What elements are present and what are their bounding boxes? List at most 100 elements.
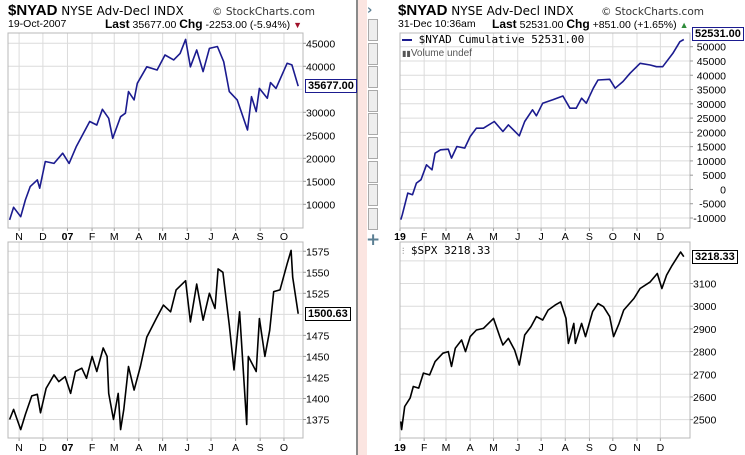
left-symbol: $NYAD — [8, 2, 58, 19]
y-tick-label: 30000 — [306, 107, 335, 119]
legend-volume-text: Volume undef — [410, 48, 472, 59]
triangle-up-icon: ▲ — [679, 20, 689, 30]
x-tick-label: A — [562, 231, 569, 243]
x-tick-label: 07 — [62, 442, 74, 454]
y-tick-label: -5000 — [699, 199, 726, 211]
panel-divider[interactable] — [356, 0, 358, 455]
sidebar-button[interactable] — [368, 160, 378, 183]
last-value-badge-nyad-2007: 35677.00 — [305, 79, 357, 94]
x-tick-label: F — [89, 231, 95, 243]
y-tick-label: 45000 — [697, 56, 726, 68]
y-tick-label: 45000 — [306, 38, 335, 50]
series-line-nyad-2007 — [8, 38, 299, 221]
plot-frame-spx-2007 — [7, 241, 304, 439]
y-tick-label: 50000 — [697, 42, 726, 54]
legend-volume: ▮▮Volume undef — [402, 48, 472, 60]
x-tick-label: J — [208, 442, 213, 454]
y-tick-label: 35000 — [697, 85, 726, 97]
x-tick-label: A — [135, 442, 142, 454]
x-tick-label: F — [89, 442, 95, 454]
right-chg-value: +851.00 (+1.65%) — [592, 19, 677, 31]
x-tick-label: J — [185, 442, 190, 454]
right-copyright: © StockCharts.com — [601, 6, 704, 18]
series-line-spx-2007 — [8, 249, 299, 431]
left-date: 19-Oct-2007 — [8, 18, 67, 30]
x-tick-label: M — [110, 442, 119, 454]
y-tick-label: 3000 — [693, 301, 717, 313]
triangle-down-icon: ▼ — [293, 20, 302, 30]
x-tick-label: J — [538, 442, 543, 454]
x-tick-label: S — [257, 442, 264, 454]
x-tick-label: A — [467, 442, 474, 454]
sidebar-button[interactable] — [368, 137, 378, 159]
right-chg-label: Chg — [566, 17, 590, 31]
x-tick-label: A — [135, 231, 142, 243]
sidebar-button[interactable] — [368, 207, 378, 230]
x-tick-label: A — [232, 231, 239, 243]
legend-line-swatch — [402, 39, 412, 41]
y-tick-label: 25000 — [697, 113, 726, 125]
y-tick-label: 2600 — [693, 392, 717, 404]
x-tick-label: A — [467, 231, 474, 243]
y-tick-label: 40000 — [697, 70, 726, 82]
x-tick-label: S — [586, 231, 593, 243]
chevron-right-icon[interactable]: › — [367, 3, 373, 18]
x-tick-label: O — [280, 442, 288, 454]
y-tick-label: 2700 — [693, 369, 717, 381]
x-tick-label: O — [280, 231, 288, 243]
y-tick-label: 1400 — [306, 393, 330, 405]
plot-frame-nyad-2007 — [7, 32, 304, 229]
x-tick-label: J — [515, 442, 520, 454]
x-tick-label: D — [657, 231, 665, 243]
x-tick-label: D — [39, 442, 47, 454]
plot-frame-spx-2019 — [399, 241, 691, 439]
y-tick-label: 10000 — [697, 156, 726, 168]
y-tick-label: 1475 — [306, 330, 330, 342]
y-tick-label: 3100 — [693, 279, 717, 291]
x-tick-label: M — [158, 231, 167, 243]
series-line-nyad-2019 — [400, 38, 685, 220]
legend-spx-text: $SPX 3218.33 — [410, 244, 491, 257]
x-tick-label: M — [489, 442, 498, 454]
sidebar-button[interactable] — [368, 19, 378, 41]
sidebar-button[interactable] — [368, 89, 378, 112]
y-tick-label: 1525 — [306, 288, 330, 300]
x-tick-label: S — [586, 442, 593, 454]
x-tick-label: F — [421, 231, 427, 243]
plus-icon[interactable]: + — [366, 230, 381, 250]
sidebar-button[interactable] — [368, 113, 378, 136]
left-quote: Last 35677.00 Chg -2253.00 (-5.94%) ▼ — [105, 17, 302, 31]
left-copyright: © StockCharts.com — [212, 6, 315, 18]
x-tick-label: M — [110, 231, 119, 243]
x-tick-label: J — [515, 231, 520, 243]
x-tick-label: M — [442, 442, 451, 454]
left-chart-title: $NYAD NYSE Adv-Decl INDX — [8, 2, 184, 19]
x-tick-label: N — [633, 442, 641, 454]
x-tick-label: J — [538, 231, 543, 243]
right-date: 31-Dec 10:36am — [398, 18, 476, 30]
y-tick-label: 1450 — [306, 351, 330, 363]
x-tick-label: J — [185, 231, 190, 243]
last-value-badge-spx-2019: 3218.33 — [692, 249, 738, 264]
x-tick-label: J — [208, 231, 213, 243]
x-tick-label: F — [421, 442, 427, 454]
x-tick-label: 07 — [62, 231, 74, 243]
right-last-value: 52531.00 — [519, 19, 564, 31]
sidebar-button[interactable] — [368, 42, 378, 65]
sidebar-button[interactable] — [368, 184, 378, 207]
series-line-spx-2019 — [400, 251, 685, 431]
x-tick-label: S — [257, 231, 264, 243]
plot-frame-nyad-2019 — [399, 32, 691, 229]
x-tick-label: D — [657, 442, 665, 454]
right-chart-title: $NYAD NYSE Adv-Decl INDX — [398, 2, 574, 19]
sidebar-button[interactable] — [368, 66, 378, 89]
x-tick-label: O — [609, 231, 617, 243]
last-value-badge-nyad-2019: 52531.00 — [692, 26, 744, 41]
x-tick-label: N — [633, 231, 641, 243]
x-tick-label: A — [562, 442, 569, 454]
legend-nyad-text: $NYAD Cumulative 52531.00 — [418, 33, 585, 46]
x-tick-label: M — [158, 442, 167, 454]
volume-bars-icon: ▮▮ — [402, 49, 411, 58]
y-tick-label: 15000 — [306, 176, 335, 188]
